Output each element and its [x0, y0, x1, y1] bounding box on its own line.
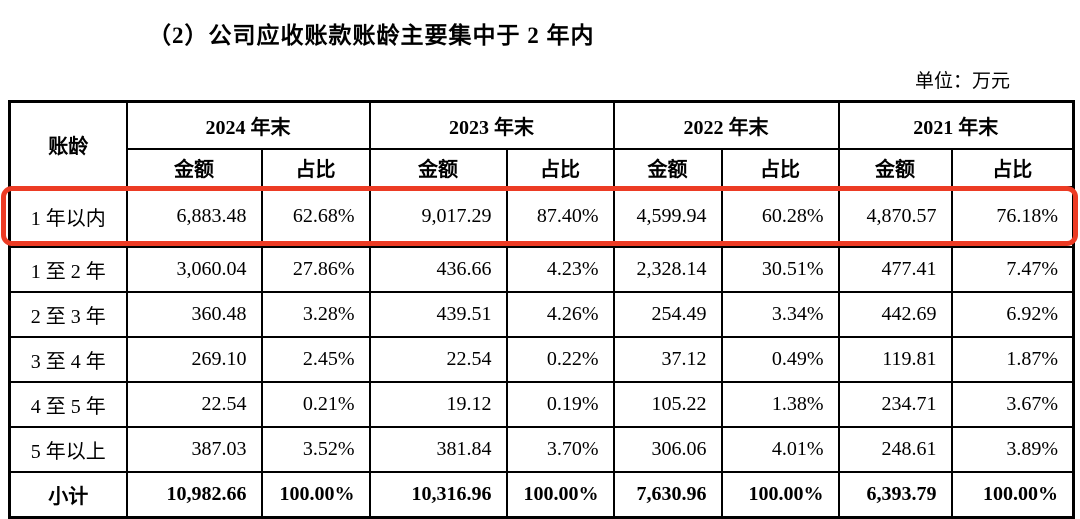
year-header-2024: 2024 年末: [125, 100, 371, 150]
year-header-2023: 2023 年末: [368, 100, 615, 150]
sub-header-amount: 金额: [368, 147, 508, 188]
aging-value-cell: 9,017.29: [368, 185, 508, 248]
aging-value-cell: 2.45%: [260, 335, 371, 383]
aging-bucket-label: 小计: [8, 470, 128, 519]
aging-value-cell: 3.52%: [260, 425, 371, 473]
aging-value-cell: 105.22: [612, 380, 723, 428]
aging-value-cell: 4.01%: [720, 425, 840, 473]
year-header-2021: 2021 年末: [837, 100, 1075, 150]
unit-label: 单位：万元: [914, 71, 1010, 92]
aging-value-cell: 62.68%: [260, 185, 371, 248]
aging-value-cell: 2,328.14: [612, 245, 723, 293]
aging-value-cell: 100.00%: [505, 470, 615, 519]
aging-value-cell: 6.92%: [950, 290, 1075, 338]
aging-bucket-label: 1 至 2 年: [8, 245, 128, 293]
aging-row: 2 至 3 年 360.48 3.28% 439.51 4.26% 254.49 3.34%…: [8, 290, 1075, 338]
aging-value-cell: 0.22%: [505, 335, 615, 383]
aging-value-cell: 442.69: [837, 290, 953, 338]
aging-value-cell: 3,060.04: [125, 245, 263, 293]
aging-table-area: 账龄 2024 年末 2023 年末 2022 年末 2021 年末 金额 占比…: [1, 100, 1078, 519]
aging-row: 1 至 2 年 3,060.04 27.86% 436.66 4.23% 2,328.14…: [8, 245, 1075, 293]
sub-header-amount: 金额: [612, 147, 723, 188]
aging-value-cell: 100.00%: [950, 470, 1075, 519]
sub-header-amount: 金额: [125, 147, 263, 188]
aging-value-cell: 254.49: [612, 290, 723, 338]
sub-header-ratio: 占比: [950, 147, 1075, 188]
aging-value-cell: 3.89%: [950, 425, 1075, 473]
aging-value-cell: 87.40%: [505, 185, 615, 248]
aging-value-cell: 6,883.48: [125, 185, 263, 248]
aging-value-cell: 60.28%: [720, 185, 840, 248]
aging-value-cell: 269.10: [125, 335, 263, 383]
year-header-2022: 2022 年末: [612, 100, 840, 150]
aging-value-cell: 248.61: [837, 425, 953, 473]
aging-value-cell: 119.81: [837, 335, 953, 383]
aging-row: 3 至 4 年 269.10 2.45% 22.54 0.22% 37.12 0.49% 11…: [8, 335, 1075, 383]
aging-row: 4 至 5 年 22.54 0.21% 19.12 0.19% 105.22 1.38% 23…: [8, 380, 1075, 428]
aging-value-cell: 19.12: [368, 380, 508, 428]
aging-value-cell: 0.21%: [260, 380, 371, 428]
aging-value-cell: 7.47%: [950, 245, 1075, 293]
aging-table-body: 1 年以内 6,883.48 62.68% 9,017.29 87.40% 4,599.9…: [8, 185, 1075, 519]
sub-header-ratio: 占比: [720, 147, 840, 188]
aging-value-cell: 3.70%: [505, 425, 615, 473]
aging-value-cell: 10,316.96: [368, 470, 508, 519]
aging-value-cell: 4,870.57: [837, 185, 953, 248]
aging-bucket-label: 4 至 5 年: [8, 380, 128, 428]
aging-value-cell: 4.23%: [505, 245, 615, 293]
aging-value-cell: 22.54: [125, 380, 263, 428]
sub-header-ratio: 占比: [260, 147, 371, 188]
aging-value-cell: 4,599.94: [612, 185, 723, 248]
aging-value-cell: 3.34%: [720, 290, 840, 338]
aging-bucket-label: 2 至 3 年: [8, 290, 128, 338]
section-title: （2）公司应收账款账龄主要集中于 2 年内: [148, 23, 595, 48]
accounts-receivable-aging-table: 账龄 2024 年末 2023 年末 2022 年末 2021 年末 金额 占比…: [8, 100, 1075, 519]
aging-value-cell: 436.66: [368, 245, 508, 293]
aging-value-cell: 3.67%: [950, 380, 1075, 428]
total-row: 小计 10,982.66 100.00% 10,316.96 100.00% 7,630.…: [8, 470, 1075, 519]
aging-value-cell: 4.26%: [505, 290, 615, 338]
aging-value-cell: 27.86%: [260, 245, 371, 293]
aging-value-cell: 7,630.96: [612, 470, 723, 519]
aging-value-cell: 22.54: [368, 335, 508, 383]
aging-value-cell: 439.51: [368, 290, 508, 338]
aging-value-cell: 10,982.66: [125, 470, 263, 519]
aging-value-cell: 1.87%: [950, 335, 1075, 383]
sub-header-ratio: 占比: [505, 147, 615, 188]
aging-value-cell: 0.19%: [505, 380, 615, 428]
aging-value-cell: 76.18%: [950, 185, 1075, 248]
aging-bucket-label: 5 年以上: [8, 425, 128, 473]
aging-value-cell: 477.41: [837, 245, 953, 293]
aging-row: 5 年以上 387.03 3.52% 381.84 3.70% 306.06 4.01% 24…: [8, 425, 1075, 473]
aging-value-cell: 37.12: [612, 335, 723, 383]
aging-value-cell: 0.49%: [720, 335, 840, 383]
aging-value-cell: 100.00%: [260, 470, 371, 519]
corner-header-aging: 账龄: [8, 100, 128, 188]
aging-value-cell: 381.84: [368, 425, 508, 473]
sub-header-amount: 金额: [837, 147, 953, 188]
aging-row: 1 年以内 6,883.48 62.68% 9,017.29 87.40% 4,599.9…: [8, 185, 1075, 248]
aging-bucket-label: 1 年以内: [8, 185, 128, 248]
aging-value-cell: 1.38%: [720, 380, 840, 428]
aging-bucket-label: 3 至 4 年: [8, 335, 128, 383]
aging-value-cell: 387.03: [125, 425, 263, 473]
aging-value-cell: 306.06: [612, 425, 723, 473]
aging-value-cell: 360.48: [125, 290, 263, 338]
aging-value-cell: 30.51%: [720, 245, 840, 293]
aging-value-cell: 100.00%: [720, 470, 840, 519]
aging-value-cell: 6,393.79: [837, 470, 953, 519]
aging-value-cell: 3.28%: [260, 290, 371, 338]
aging-value-cell: 234.71: [837, 380, 953, 428]
